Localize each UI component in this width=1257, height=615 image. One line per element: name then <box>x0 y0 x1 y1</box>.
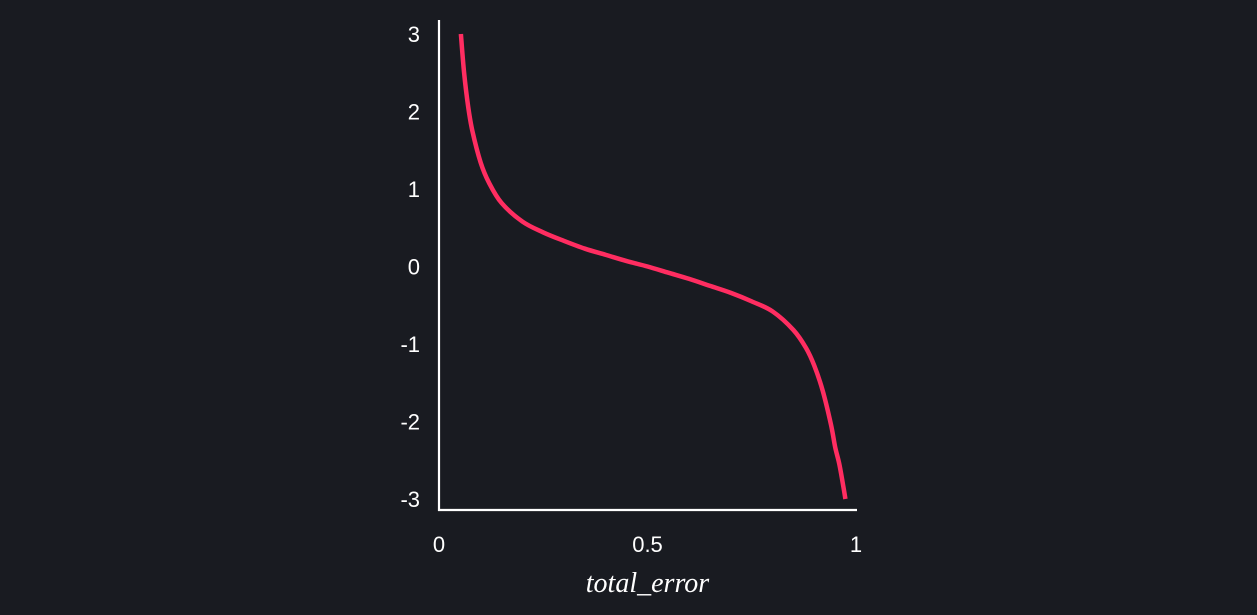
y-tick-label: 1 <box>408 177 420 202</box>
y-tick-label: -1 <box>400 332 420 357</box>
x-tick-label: 0 <box>433 532 445 557</box>
y-tick-labels: 3 2 1 0 -1 -2 -3 <box>400 22 420 512</box>
y-tick-label: 0 <box>408 255 420 280</box>
y-tick-label: 2 <box>408 100 420 125</box>
x-tick-label: 0.5 <box>632 532 663 557</box>
series-layer <box>458 33 848 500</box>
x-axis-title: total_error <box>586 568 710 599</box>
x-tick-labels: 0 0.5 1 <box>433 532 862 557</box>
series-line <box>458 33 848 500</box>
y-tick-label: -2 <box>400 410 420 435</box>
y-tick-label: -3 <box>400 487 420 512</box>
x-tick-label: 1 <box>850 532 862 557</box>
y-tick-label: 3 <box>408 22 420 47</box>
axes-group <box>437 20 857 512</box>
